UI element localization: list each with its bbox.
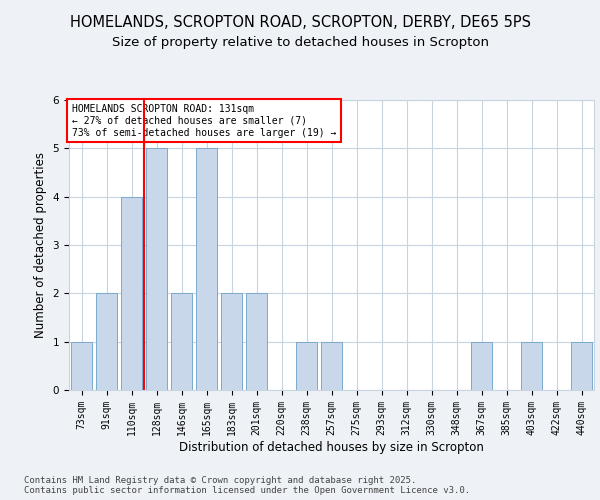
Y-axis label: Number of detached properties: Number of detached properties [34,152,47,338]
Bar [121,196,142,390]
Bar [321,342,342,390]
Bar [196,148,217,390]
Bar [221,294,242,390]
Bar [571,342,592,390]
Bar [471,342,492,390]
Bar [246,294,267,390]
Text: HOMELANDS SCROPTON ROAD: 131sqm
← 27% of detached houses are smaller (7)
73% of : HOMELANDS SCROPTON ROAD: 131sqm ← 27% of… [71,104,336,138]
Text: HOMELANDS, SCROPTON ROAD, SCROPTON, DERBY, DE65 5PS: HOMELANDS, SCROPTON ROAD, SCROPTON, DERB… [70,15,530,30]
Text: Size of property relative to detached houses in Scropton: Size of property relative to detached ho… [112,36,488,49]
Bar [96,294,117,390]
Bar [521,342,542,390]
X-axis label: Distribution of detached houses by size in Scropton: Distribution of detached houses by size … [179,440,484,454]
Bar [296,342,317,390]
Bar [146,148,167,390]
Bar [171,294,192,390]
Bar [71,342,92,390]
Text: Contains HM Land Registry data © Crown copyright and database right 2025.
Contai: Contains HM Land Registry data © Crown c… [24,476,470,495]
